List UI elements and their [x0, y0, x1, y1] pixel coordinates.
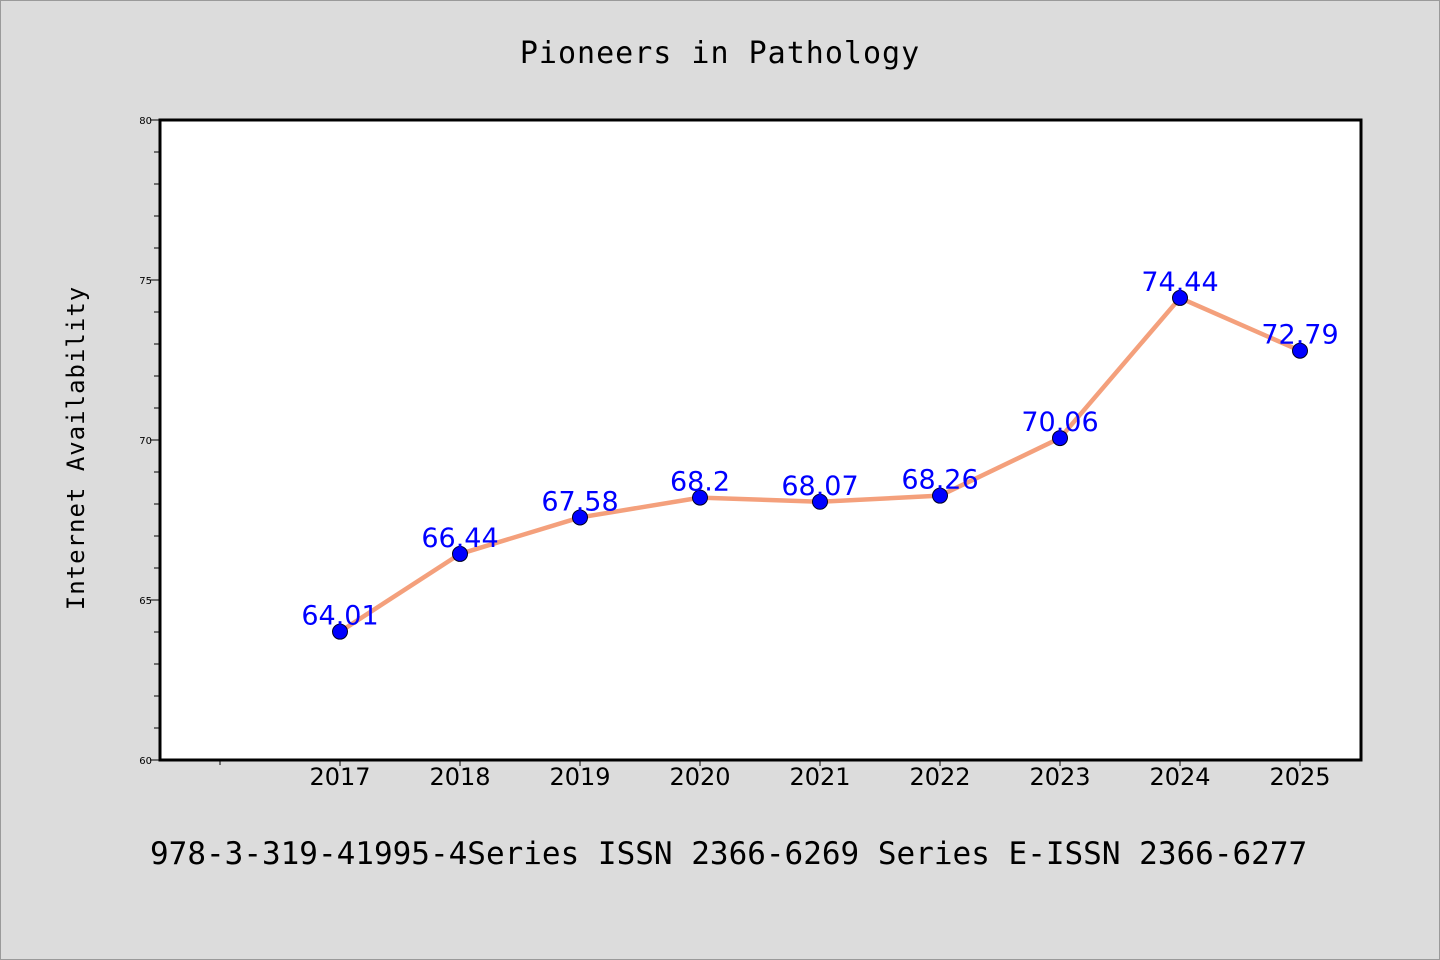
data-point — [452, 545, 468, 562]
data-point — [1172, 289, 1188, 306]
data-point — [812, 493, 828, 510]
data-point — [572, 509, 588, 526]
y-axis-label: Internet Availability — [62, 286, 90, 610]
x-tick-label: 2021 — [789, 763, 850, 791]
x-tick-label: 2022 — [909, 763, 970, 791]
y-tick-label: 60 — [139, 756, 152, 767]
x-tick-label: 2024 — [1149, 763, 1210, 791]
data-label: 66.44 — [421, 523, 498, 554]
data-label: 72.79 — [1261, 320, 1338, 351]
plot-area — [158, 118, 1363, 762]
data-label: 64.01 — [301, 601, 378, 632]
y-tick-label: 75 — [139, 276, 152, 287]
x-tick-label: 2019 — [549, 763, 610, 791]
chart-title: Pioneers in Pathology — [520, 36, 920, 71]
y-axis: 60 65 70 75 80 — [139, 116, 160, 767]
data-point — [332, 623, 348, 640]
data-labels: 64.01 66.44 67.58 68.2 68.07 68.26 70.06 74.44 7… — [301, 267, 1338, 632]
data-label: 70.06 — [1021, 407, 1098, 438]
x-tick-label: 2020 — [669, 763, 730, 791]
x-axis: 2017 2018 2019 2020 2021 2022 2023 2024 2025 — [219, 760, 1331, 791]
data-point — [1052, 430, 1068, 447]
series-layer — [332, 289, 1308, 640]
y-tick-label: 80 — [139, 116, 152, 127]
data-label: 67.58 — [541, 486, 618, 517]
data-label: 74.44 — [1141, 267, 1218, 298]
y-tick-label: 70 — [139, 436, 152, 447]
data-point — [692, 489, 708, 506]
data-point — [1292, 342, 1308, 359]
y-tick-label: 65 — [139, 596, 152, 607]
x-tick-label: 2023 — [1029, 763, 1090, 791]
x-tick-label: 2018 — [429, 763, 490, 791]
footer-isbn-issn: 978-3-319-41995-4Series ISSN 2366-6269 S… — [150, 836, 1307, 872]
data-label: 68.07 — [781, 471, 858, 502]
data-label: 68.26 — [901, 465, 978, 496]
data-point — [932, 487, 948, 504]
x-tick-label: 2025 — [1269, 763, 1330, 791]
data-label: 68.2 — [670, 467, 730, 498]
x-tick-label: 2017 — [309, 763, 370, 791]
